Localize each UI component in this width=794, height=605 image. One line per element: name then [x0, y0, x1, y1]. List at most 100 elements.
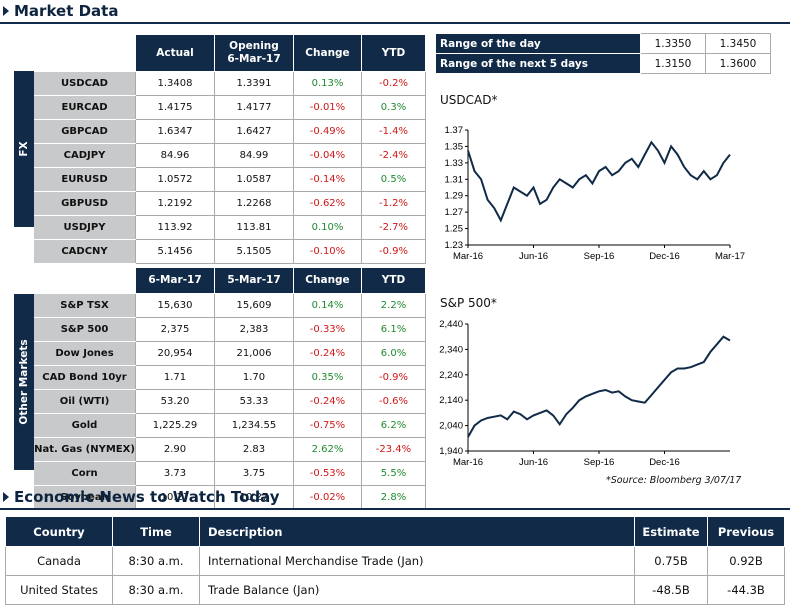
news-country: Canada [5, 546, 113, 576]
cell-actual: 2,375 [135, 317, 215, 342]
cell-opening: 2,383 [214, 317, 294, 342]
col-header: Time [112, 516, 200, 547]
row-label: Gold [34, 413, 136, 438]
cell-change: -0.14% [293, 167, 362, 192]
cell-opening: 53.33 [214, 389, 294, 414]
cell-ytd: 6.2% [361, 413, 426, 438]
other-markets-side-label: Other Markets [14, 294, 34, 470]
col-header: 5-Mar-17 [214, 267, 294, 294]
cell-opening: 1.6427 [214, 119, 294, 144]
table-row: Nat. Gas (NYMEX) 2.90 2.83 2.62% -23.4% [34, 437, 426, 462]
cell-ytd: -2.7% [361, 215, 426, 240]
cell-opening: 15,609 [214, 293, 294, 318]
sp500-chart-title: S&P 500* [440, 296, 497, 310]
col-header: YTD [361, 267, 426, 294]
y-tick-label: 2,440 [439, 319, 463, 330]
news-table: Country Time Description Estimate Previo… [5, 516, 785, 605]
cell-actual: 1.6347 [135, 119, 215, 144]
cell-opening: 2.83 [214, 437, 294, 462]
series-line [467, 140, 731, 223]
x-tick-label: Sep-16 [584, 457, 615, 468]
cell-actual: 1.0572 [135, 167, 215, 192]
chevron-right-icon [3, 6, 9, 16]
y-tick-label: 2,140 [439, 395, 463, 406]
cell-change: 0.13% [293, 71, 362, 96]
y-tick-label: 1.31 [445, 174, 464, 185]
cell-opening: 1.2268 [214, 191, 294, 216]
table-row: S&P TSX 15,630 15,609 0.14% 2.2% [34, 293, 426, 318]
col-header: Change [293, 34, 362, 72]
cell-ytd: 6.1% [361, 317, 426, 342]
cell-ytd: 0.3% [361, 95, 426, 120]
table-row: CADJPY 84.96 84.99 -0.04% -2.4% [34, 143, 426, 168]
range-row: Range of the next 5 days 1.3150 1.3600 [435, 53, 771, 74]
col-header: Change [293, 267, 362, 294]
x-tick-label: Dec-16 [649, 457, 680, 468]
x-tick-label: Jun-16 [519, 457, 548, 468]
news-divider [0, 508, 790, 510]
row-label: Nat. Gas (NYMEX) [34, 437, 136, 462]
row-label: CAD Bond 10yr [34, 365, 136, 390]
fx-table: Actual Opening 6-Mar-17 Change YTD USDCA… [34, 34, 426, 264]
row-label: CADCNY [34, 239, 136, 264]
cell-ytd: -2.4% [361, 143, 426, 168]
x-tick-label: Mar-16 [453, 251, 483, 262]
cell-change: -0.10% [293, 239, 362, 264]
table-row: CAD Bond 10yr 1.71 1.70 0.35% -0.9% [34, 365, 426, 390]
cell-change: -0.24% [293, 341, 362, 366]
table-row: USDCAD 1.3408 1.3391 0.13% -0.2% [34, 71, 426, 96]
col-header: 6-Mar-17 [135, 267, 215, 294]
y-tick-label: 2,340 [439, 344, 463, 355]
y-tick-label: 2,040 [439, 421, 463, 432]
cell-change: -0.04% [293, 143, 362, 168]
market-data-header: Market Data [0, 0, 118, 22]
table-row: CADCNY 5.1456 5.1505 -0.10% -0.9% [34, 239, 426, 264]
source-note: *Source: Bloomberg 3/07/17 [606, 475, 742, 486]
news-description: International Merchandise Trade (Jan) [199, 546, 635, 576]
cell-change: 0.35% [293, 365, 362, 390]
other-markets-table: 6-Mar-17 5-Mar-17 Change YTD S&P TSX 15,6… [34, 267, 426, 510]
cell-actual: 2.90 [135, 437, 215, 462]
row-label: Oil (WTI) [34, 389, 136, 414]
cell-ytd: 5.5% [361, 461, 426, 486]
cell-opening: 21,006 [214, 341, 294, 366]
cell-ytd: -1.4% [361, 119, 426, 144]
table-row: USDJPY 113.92 113.81 0.10% -2.7% [34, 215, 426, 240]
y-tick-label: 1.25 [445, 224, 464, 235]
cell-change: -0.33% [293, 317, 362, 342]
cell-opening: 1.70 [214, 365, 294, 390]
row-label: Soybean [34, 485, 136, 510]
cell-actual: 5.1456 [135, 239, 215, 264]
table-row: United States 8:30 a.m. Trade Balance (Jan… [5, 575, 785, 605]
cell-ytd: -0.2% [361, 71, 426, 96]
cell-actual: 15,630 [135, 293, 215, 318]
cell-actual: 3.73 [135, 461, 215, 486]
table-row: Canada 8:30 a.m. International Merchandise… [5, 546, 785, 576]
cell-ytd: 2.8% [361, 485, 426, 510]
row-label: GBPCAD [34, 119, 136, 144]
cell-change: -0.62% [293, 191, 362, 216]
y-tick-label: 2,240 [439, 370, 463, 381]
chevron-right-icon [3, 492, 9, 502]
row-label: EURUSD [34, 167, 136, 192]
cell-ytd: -0.6% [361, 389, 426, 414]
cell-change: -0.49% [293, 119, 362, 144]
news-description: Trade Balance (Jan) [199, 575, 635, 605]
market-data-title: Market Data [14, 2, 119, 20]
cell-opening: 1.0587 [214, 167, 294, 192]
y-tick-label: 1.37 [445, 125, 464, 136]
cell-ytd: 6.0% [361, 341, 426, 366]
cell-change: -0.24% [293, 389, 362, 414]
col-header: YTD [361, 34, 426, 72]
news-time: 8:30 a.m. [112, 546, 200, 576]
x-tick-label: Dec-16 [649, 251, 680, 262]
table-row: EURCAD 1.4175 1.4177 -0.01% 0.3% [34, 95, 426, 120]
news-previous: -44.3B [707, 575, 785, 605]
cell-opening: 113.81 [214, 215, 294, 240]
cell-actual: 10.27 [135, 485, 215, 510]
cell-ytd: -23.4% [361, 437, 426, 462]
row-label: EURCAD [34, 95, 136, 120]
cell-actual: 1.4175 [135, 95, 215, 120]
row-label: S&P 500 [34, 317, 136, 342]
